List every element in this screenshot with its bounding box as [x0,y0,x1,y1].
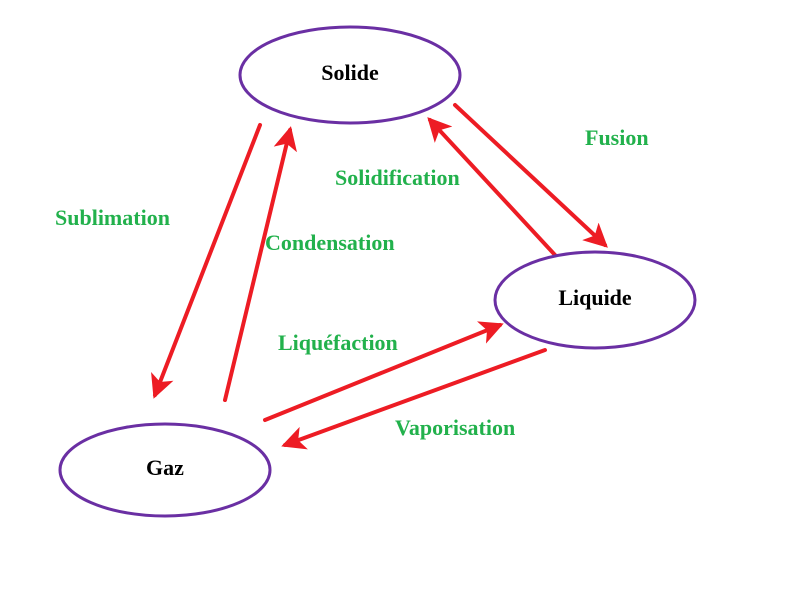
edge-solide-to-gaz [155,125,260,395]
edge-label-fusion: Fusion [585,125,649,150]
edge-label-vaporisation: Vaporisation [395,415,515,440]
node-label-gaz: Gaz [146,455,184,480]
edge-gaz-to-solide [225,130,290,400]
edge-solide-to-liquide [455,105,605,245]
node-label-solide: Solide [321,60,379,85]
edge-label-liquéfaction: Liquéfaction [278,330,398,355]
edge-label-sublimation: Sublimation [55,205,170,230]
edge-label-condensation: Condensation [265,230,395,255]
node-label-liquide: Liquide [558,285,632,310]
edge-label-solidification: Solidification [335,165,460,190]
state-diagram: Solide Liquide Gaz Fusion Solidification Vap… [0,0,800,600]
